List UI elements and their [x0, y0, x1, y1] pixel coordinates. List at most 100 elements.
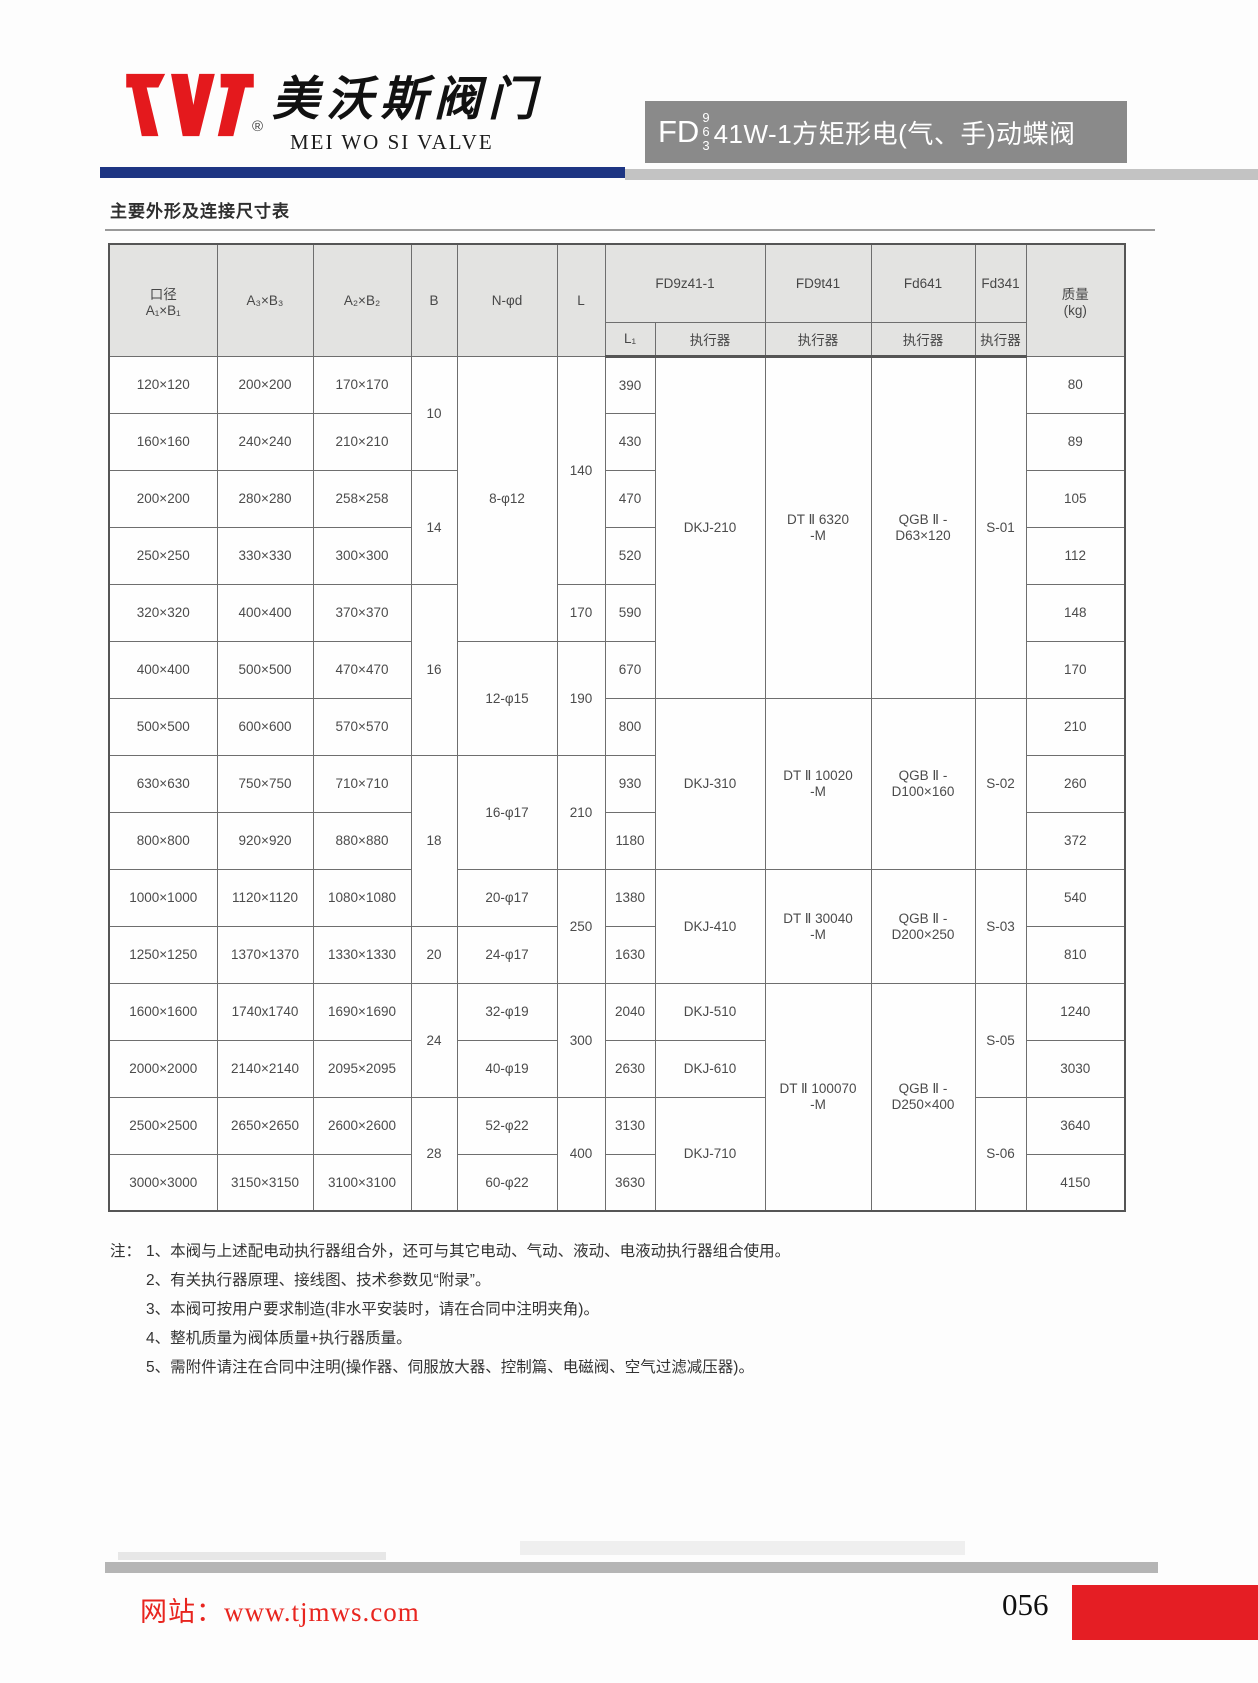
- table-cell: 1380: [604, 868, 656, 927]
- table-cell: 430: [604, 412, 656, 471]
- table-row: 1250×1250 1370×1370 1330×1330 20 24-φ17 1630 8…: [108, 925, 1126, 984]
- scan-artifact: [520, 1541, 965, 1555]
- brand-logo-icon: [124, 68, 256, 147]
- table-row: 160×160 240×240 210×210 430 89: [108, 412, 1126, 471]
- table-cell: 210: [1025, 697, 1126, 756]
- badge-shadow-bar: [625, 169, 1258, 180]
- model-digit: 3: [702, 138, 710, 154]
- header-cell: L₁: [604, 321, 656, 358]
- table-cell: 24: [410, 982, 458, 1098]
- table-cell: 12-φ15: [456, 640, 558, 756]
- table-cell: DKJ-310: [654, 697, 766, 870]
- header-cell: 执行器: [974, 321, 1027, 358]
- table-cell: 24-φ17: [456, 925, 558, 984]
- header-cell: 质量 (kg): [1025, 243, 1126, 357]
- table-cell: 89: [1025, 412, 1126, 471]
- table-cell: QGB Ⅱ - D200×250: [870, 868, 976, 984]
- header-cell: L: [556, 243, 606, 357]
- table-cell: QGB Ⅱ - D100×160: [870, 697, 976, 870]
- model-digit: 6: [702, 123, 710, 139]
- table-cell: 1740x1740: [216, 982, 314, 1041]
- table-cell: 930: [604, 754, 656, 813]
- table-cell: 2600×2600: [312, 1096, 412, 1155]
- header-cell: A₂×B₂: [312, 243, 412, 357]
- table-cell: 540: [1025, 868, 1126, 927]
- table-cell: 240×240: [216, 412, 314, 471]
- table-cell: DKJ-610: [654, 1039, 766, 1098]
- table-row: 2500×2500 2650×2650 2600×2600 28 52-φ22 400 31…: [108, 1096, 1126, 1212]
- header-cell: 执行器: [654, 321, 766, 358]
- table-cell: 390: [604, 355, 656, 414]
- table-cell: 710×710: [312, 754, 412, 813]
- table-cell: 112: [1025, 526, 1126, 585]
- table-cell: 120×120: [108, 355, 218, 414]
- table-cell: 20-φ17: [456, 868, 558, 927]
- table-cell: 520: [604, 526, 656, 585]
- table-row: 630×630 750×750 710×710 18 16-φ17 210 930 260: [108, 754, 1126, 927]
- table-cell: 1630: [604, 925, 656, 984]
- table-cell: 470: [604, 469, 656, 528]
- brand-name-english: MEI WO SI VALVE: [290, 130, 494, 154]
- table-row: 250×250 330×330 300×300 520 112: [108, 526, 1126, 585]
- table-cell: 1000×1000: [108, 868, 218, 927]
- notes-prefix: 注：: [110, 1243, 142, 1260]
- model-title-text: 41W-1方矩形电(气、手)动蝶阀: [713, 118, 1076, 149]
- table-cell: DT Ⅱ 100070 -M: [764, 982, 872, 1212]
- table-cell: DKJ-510: [654, 982, 766, 1041]
- table-cell: QGB Ⅱ - D63×120: [870, 355, 976, 699]
- table-row: 200×200 280×280 258×258 14 470 105: [108, 469, 1126, 585]
- table-wrap: 口径 A₁×B₁ A₃×B₃ A₂×B₂ B N-φd L FD9z41-1 FD9t41 Fd…: [108, 243, 1126, 1212]
- table-row: 120×120 200×200 170×170 10 8-φ12 140 390 DKJ-21…: [108, 355, 1126, 699]
- table-cell: 140: [556, 355, 606, 585]
- model-title-badge: FD 9 6 3 41W-1方矩形电(气、手)动蝶阀: [645, 101, 1127, 163]
- table-cell: 3000×3000: [108, 1153, 218, 1212]
- table-cell: 600×600: [216, 697, 314, 756]
- table-cell: 590: [604, 583, 656, 642]
- website-label: 网站：www.tjmws.com: [140, 1597, 420, 1627]
- table-cell: 1180: [604, 811, 656, 870]
- table-cell: 250×250: [108, 526, 218, 585]
- header-cell: 口径 A₁×B₁: [108, 243, 218, 357]
- table-cell: 210: [556, 754, 606, 870]
- table-cell: 170: [1025, 640, 1126, 699]
- header-cell: Fd341: [974, 243, 1027, 323]
- model-prefix: FD: [658, 114, 700, 149]
- table-cell: 880×880: [312, 811, 412, 870]
- header-cell: B: [410, 243, 458, 357]
- table-cell: DKJ-710: [654, 1096, 766, 1212]
- table-cell: 32-φ19: [456, 982, 558, 1041]
- table-cell: 16: [410, 583, 458, 756]
- table-cell: 3130: [604, 1096, 656, 1155]
- table-cell: 2140×2140: [216, 1039, 314, 1098]
- table-cell: 670: [604, 640, 656, 699]
- page-number: 056: [1002, 1587, 1049, 1622]
- table-cell: 210×210: [312, 412, 412, 471]
- table-cell: 400×400: [216, 583, 314, 642]
- table-cell: DKJ-210: [654, 355, 766, 699]
- table-cell: 1250×1250: [108, 925, 218, 984]
- table-cell: 16-φ17: [456, 754, 558, 870]
- table-cell: 1240: [1025, 982, 1126, 1041]
- table-cell: 500×500: [216, 640, 314, 699]
- header-cell: 执行器: [764, 321, 872, 358]
- table-cell: 8-φ12: [456, 355, 558, 642]
- table-cell: 80: [1025, 355, 1126, 414]
- table-cell: 3640: [1025, 1096, 1126, 1155]
- notes-list: 1、本阀与上述配电动执行器组合外，还可与其它电动、气动、液动、电液动执行器组合使…: [146, 1237, 790, 1382]
- table-cell: 14: [410, 469, 458, 585]
- table-cell: 370×370: [312, 583, 412, 642]
- table-cell: 18: [410, 754, 458, 927]
- table-cell: 258×258: [312, 469, 412, 528]
- table-cell: 1600×1600: [108, 982, 218, 1041]
- table-cell: 40-φ19: [456, 1039, 558, 1098]
- table-cell: 2630: [604, 1039, 656, 1098]
- table-cell: 500×500: [108, 697, 218, 756]
- table-cell: S-02: [974, 697, 1027, 870]
- table-cell: QGB Ⅱ - D250×400: [870, 982, 976, 1212]
- table-cell: 300×300: [312, 526, 412, 585]
- table-cell: 800: [604, 697, 656, 756]
- footer-red-block: [1072, 1585, 1258, 1640]
- table-header: 口径 A₁×B₁ A₃×B₃ A₂×B₂ B N-φd L FD9z41-1 FD9t41 Fd…: [108, 243, 1126, 358]
- table-cell: 470×470: [312, 640, 412, 699]
